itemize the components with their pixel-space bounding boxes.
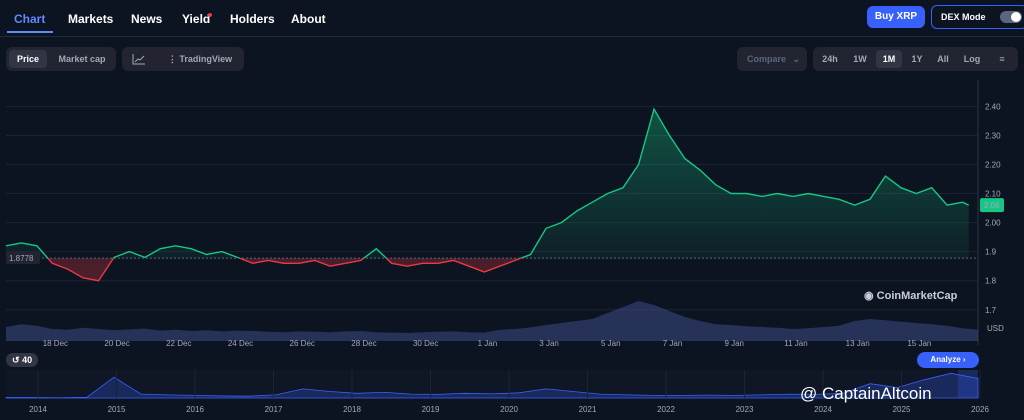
x-tick-label: 26 Dec	[290, 339, 315, 348]
history-count: 40	[22, 355, 33, 365]
chevron-right-icon: ›	[962, 355, 966, 364]
tab-markets[interactable]: Markets	[68, 12, 114, 26]
x-tick-label: 7 Jan	[663, 339, 683, 348]
history-icon: ↺	[12, 355, 20, 365]
x-tick-label: 11 Jan	[784, 339, 807, 348]
toggle-switch[interactable]	[1000, 11, 1022, 23]
navigator-year-label: 2021	[579, 405, 597, 414]
tab-holders[interactable]: Holders	[230, 12, 275, 26]
line-chart-icon	[132, 54, 145, 65]
credit-watermark: @ CaptainAltcoin	[800, 384, 932, 403]
active-tab-indicator	[7, 31, 53, 33]
candlestick-icon: ⋮	[167, 54, 177, 64]
header-divider	[0, 36, 1024, 37]
range-1y[interactable]: 1Y	[911, 54, 923, 64]
analyze-label: Analyze	[930, 355, 961, 364]
y-tick-label: 2.10	[985, 190, 1001, 199]
chevron-down-icon: ⌄	[792, 54, 801, 64]
log-toggle[interactable]: Log	[963, 54, 981, 64]
x-tick-label: 30 Dec	[413, 339, 438, 348]
navigator-year-label: 2014	[29, 405, 47, 414]
y-tick-label: 1.9	[985, 248, 997, 257]
x-tick-label: 24 Dec	[228, 339, 253, 348]
tab-about[interactable]: About	[291, 12, 326, 26]
navigator-year-label: 2026	[971, 405, 989, 414]
compare-dropdown[interactable]: Compare ⌄	[737, 47, 807, 71]
price-line-up	[5, 107, 970, 259]
chart-tools: ⋮ TradingView	[122, 47, 244, 71]
top-tab-bar: Chart Markets News Yield Holders About B…	[0, 0, 1024, 36]
x-tick-label: 18 Dec	[43, 339, 68, 348]
current-price-badge	[980, 198, 1004, 213]
x-tick-label: 28 Dec	[351, 339, 376, 348]
navigator-year-label: 2015	[108, 405, 126, 414]
notification-dot	[208, 13, 212, 17]
tradingview-button[interactable]: ⋮ TradingView	[160, 50, 240, 68]
toggle-knob	[1011, 12, 1021, 22]
baseline-badge	[6, 251, 40, 265]
range-1m[interactable]: 1M	[876, 50, 902, 68]
buy-button[interactable]: Buy XRP	[867, 6, 925, 28]
y-tick-label: 1.8	[985, 277, 997, 286]
x-tick-label: 5 Jan	[601, 339, 621, 348]
compare-label: Compare	[747, 54, 787, 64]
range-all[interactable]: All	[937, 54, 949, 64]
range-1w[interactable]: 1W	[853, 54, 867, 64]
y-tick-label: 2.30	[985, 131, 1001, 140]
navigator-year-label: 2022	[657, 405, 675, 414]
current-price-label: 2.06	[984, 201, 1000, 210]
unit-label: USD	[987, 324, 1004, 333]
coinmarketcap-label: CoinMarketCap	[876, 290, 958, 302]
tab-chart[interactable]: Chart	[14, 12, 46, 26]
price-area-down	[47, 258, 522, 281]
tab-yield[interactable]: Yield	[182, 12, 211, 26]
coinmarketcap-watermark: ◉ CoinMarketCap	[864, 289, 957, 302]
navigator-year-label: 2020	[500, 405, 518, 414]
navigator-year-label: 2016	[186, 405, 204, 414]
x-tick-label: 20 Dec	[104, 339, 129, 348]
price-tab[interactable]: Price	[9, 50, 47, 68]
price-line-down	[46, 258, 524, 282]
price-area-up	[6, 109, 969, 259]
metric-selector: Price Market cap	[6, 47, 116, 71]
navigator-track	[6, 370, 978, 398]
x-tick-label: 13 Jan	[846, 339, 870, 348]
y-tick-label: 2.20	[985, 160, 1001, 169]
navigator-year-label: 2018	[343, 405, 361, 414]
dex-mode-toggle[interactable]: DEX Mode	[931, 5, 1024, 29]
history-pill[interactable]: ↺ 40	[6, 353, 39, 367]
range-24h[interactable]: 24h	[822, 54, 838, 64]
line-chart-button[interactable]	[125, 50, 153, 68]
x-tick-label: 3 Jan	[539, 339, 559, 348]
sliders-icon: ≡	[999, 54, 1005, 64]
volume-area	[6, 301, 978, 341]
coinmarketcap-logo-icon: ◉	[864, 290, 874, 302]
x-tick-label: 1 Jan	[478, 339, 498, 348]
navigator-year-label: 2025	[893, 405, 911, 414]
navigator-year-label: 2024	[814, 405, 832, 414]
x-tick-label: 9 Jan	[724, 339, 744, 348]
tab-news[interactable]: News	[131, 12, 163, 26]
analyze-button[interactable]: Analyze ›	[917, 352, 979, 368]
y-tick-label: 2.00	[985, 219, 1001, 228]
y-tick-label: 1.7	[985, 306, 997, 315]
navigator-year-label: 2017	[265, 405, 283, 414]
x-tick-label: 22 Dec	[166, 339, 191, 348]
navigator-year-label: 2023	[736, 405, 754, 414]
settings-button[interactable]: ≡	[991, 50, 1013, 68]
x-tick-label: 15 Jan	[907, 339, 931, 348]
dex-mode-label: DEX Mode	[941, 12, 986, 22]
range-selector: 24h 1W 1M 1Y All Log ≡	[813, 47, 1018, 71]
baseline-label: 1.8778	[9, 254, 34, 263]
tradingview-label: TradingView	[179, 54, 233, 64]
market-cap-tab[interactable]: Market cap	[58, 54, 106, 64]
y-tick-label: 2.40	[985, 102, 1001, 111]
navigator-series	[5, 372, 979, 399]
navigator-year-label: 2019	[422, 405, 440, 414]
navigator-window	[958, 370, 978, 398]
